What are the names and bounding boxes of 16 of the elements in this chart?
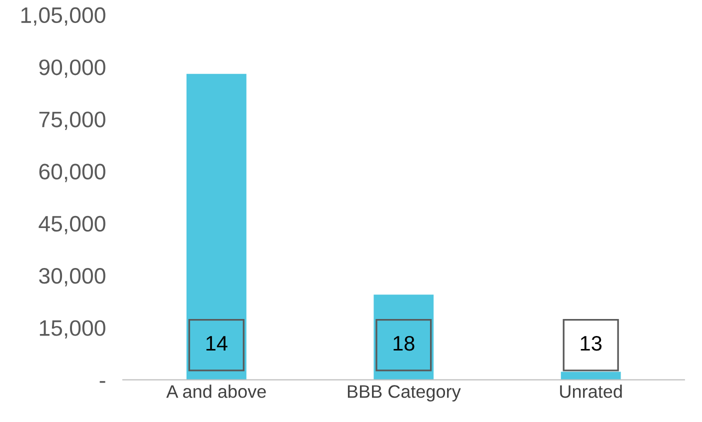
- y-tick-label: 1,05,000: [21, 7, 106, 26]
- y-tick-label: 60,000: [39, 164, 106, 182]
- x-tick-label: Unrated: [560, 384, 622, 398]
- x-tick-label: BBB Category: [348, 385, 461, 402]
- y-tick-label: 30,000: [39, 268, 106, 286]
- y-tick-label: 75,000: [39, 112, 106, 130]
- annotation: 13: [580, 336, 602, 351]
- annotation: 14: [206, 336, 228, 351]
- y-tick-label: -: [100, 381, 106, 383]
- bar: [374, 294, 434, 380]
- bar: [186, 74, 246, 380]
- annotation: 18: [394, 336, 414, 351]
- x-tick-label: A and above: [166, 384, 266, 398]
- y-tick-label: 90,000: [39, 59, 106, 78]
- y-tick-label: 45,000: [38, 216, 106, 234]
- y-tick-label: 15,000: [40, 320, 106, 339]
